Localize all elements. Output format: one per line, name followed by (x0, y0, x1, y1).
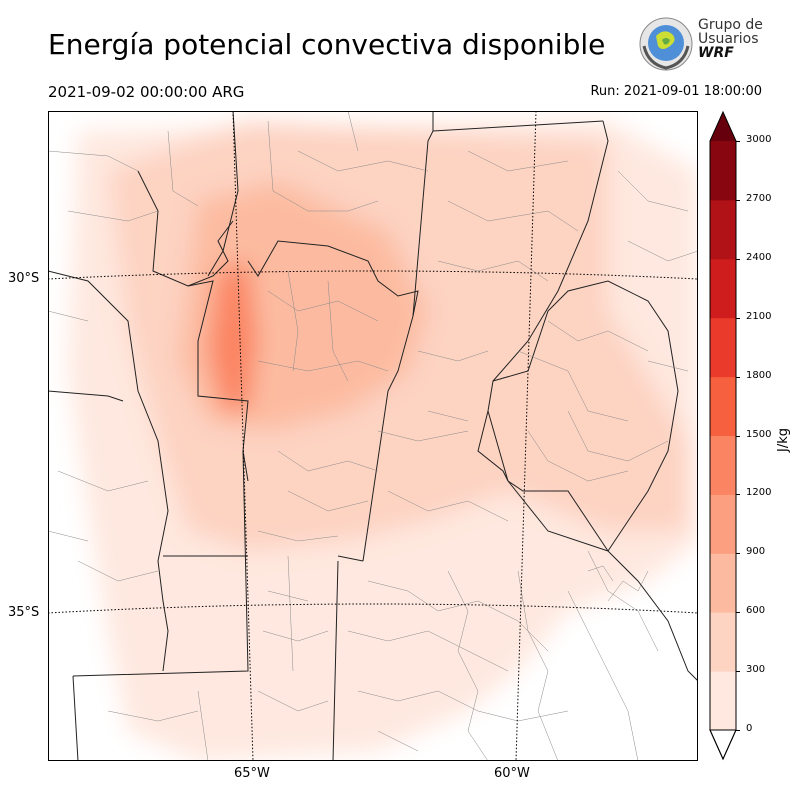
colorbar-tick-mark (736, 730, 740, 731)
colorbar-segment (710, 553, 736, 613)
colorbar-tick-mark (736, 258, 740, 260)
department-borders (48, 111, 698, 761)
colorbar-tick-label: 600 (746, 605, 766, 617)
colorbar-tick-label: 1800 (746, 369, 772, 381)
colorbar-tick-label: 0 (746, 723, 753, 734)
colorbar (709, 110, 737, 761)
map-frame (48, 111, 698, 761)
colorbar-under-triangle (709, 729, 737, 761)
valid-time: 2021-09-02 00:00:00 ARG (48, 83, 245, 101)
colorbar-tick-label: 2100 (746, 310, 772, 322)
colorbar-tick-mark (736, 141, 740, 142)
colorbar-segment (710, 435, 736, 495)
colorbar-tick-label: 1200 (746, 487, 772, 499)
colorbar-tick-mark (736, 199, 740, 201)
colorbar-tick-mark (736, 376, 740, 378)
cape-shading (68, 121, 698, 761)
colorbar-segment (710, 671, 736, 731)
cape-map (48, 111, 698, 761)
colorbar-tick-mark (736, 553, 740, 555)
colorbar-segment (710, 141, 736, 201)
logo-text: Grupo de Usuarios WRF (698, 17, 763, 61)
logo: Grupo de Usuarios WRF (638, 16, 768, 72)
colorbar-tick-label: 900 (746, 546, 766, 558)
colorbar-segment (710, 317, 736, 378)
run-time: Run: 2021-09-01 18:00:00 (590, 84, 762, 99)
colorbar-tick-mark (736, 435, 740, 437)
colorbar-tick-mark (736, 317, 740, 319)
colorbar-segment (710, 376, 736, 436)
colorbar-tick-mark (736, 612, 740, 614)
colorbar-segment (710, 494, 736, 554)
graticule (48, 111, 698, 761)
colorbar-tick-label: 300 (746, 664, 766, 676)
colorbar-tick-mark (736, 671, 740, 673)
colorbar-over-triangle (710, 112, 736, 141)
map-title: Energía potencial convectiva disponible (48, 28, 606, 61)
colorbar-segment (710, 612, 736, 672)
colorbar-tick-label: 1500 (746, 428, 772, 440)
colorbar-tick-label: 2400 (746, 251, 772, 263)
colorbar-segment (710, 258, 736, 319)
colorbar-segment (710, 199, 736, 260)
lon-label-60w: 60°W (494, 766, 530, 781)
globe-logo-icon (639, 17, 693, 71)
lon-label-65w: 65°W (234, 766, 270, 781)
province-borders (48, 111, 698, 761)
colorbar-tick-label: 3000 (746, 134, 772, 145)
lat-label-35s: 35°S (8, 605, 40, 620)
colorbar-unit: J/kg (776, 428, 791, 452)
lat-label-30s: 30°S (8, 271, 40, 286)
colorbar-tick-label: 2700 (746, 192, 772, 204)
colorbar-tick-mark (736, 494, 740, 496)
